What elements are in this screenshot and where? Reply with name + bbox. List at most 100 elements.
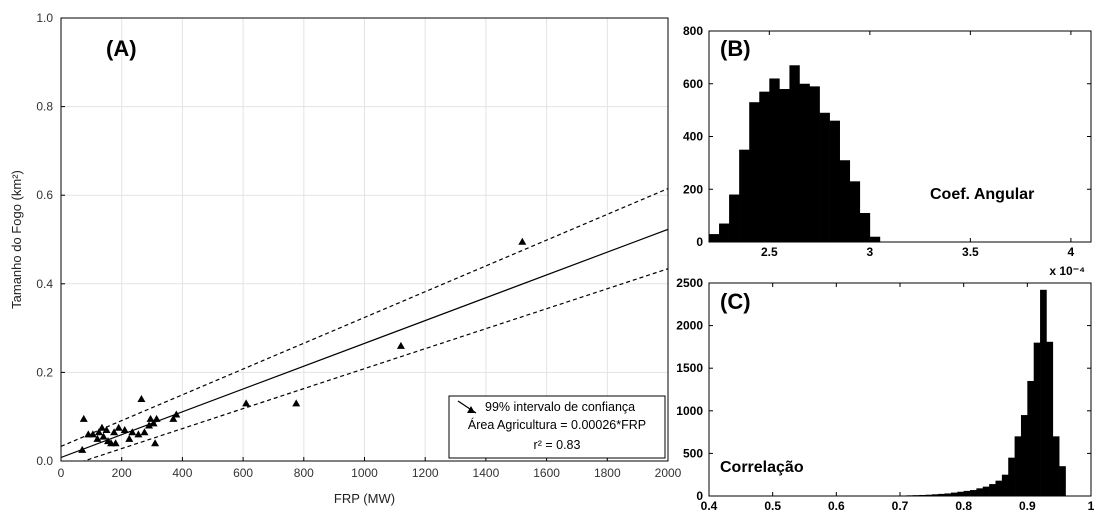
- x-tick-label: 1400: [473, 466, 500, 480]
- data-point: [152, 414, 161, 422]
- data-point: [114, 423, 123, 431]
- panel-b: 2.5 3 3.5 4 0 200 400 600 800 (B) Coef. Angular x 1…: [683, 24, 1092, 278]
- y-tick-label: 1000: [676, 404, 703, 418]
- x-tick-label: 3: [866, 245, 873, 259]
- data-point: [78, 445, 87, 453]
- annotation-coef-angular: Coef. Angular: [930, 186, 1034, 203]
- y-axis-label: Tamanho do Fogo (km²): [9, 170, 24, 309]
- histogram-bar: [1033, 342, 1041, 496]
- x-tick-label: 200: [112, 466, 132, 480]
- legend-entry: r² = 0.83: [534, 438, 581, 452]
- y-tick-label: 1.0: [36, 11, 53, 25]
- histogram-bar: [759, 91, 770, 242]
- x-tick-label: 0.4: [701, 499, 718, 512]
- histogram-bar: [709, 234, 720, 242]
- data-point: [140, 428, 149, 436]
- histogram-bar: [995, 480, 1003, 496]
- data-point: [99, 432, 108, 440]
- histogram-bar: [799, 83, 810, 242]
- x-tick-label: 600: [233, 466, 253, 480]
- histogram-bar: [869, 236, 881, 242]
- legend-marker-icon: [467, 406, 475, 413]
- ci-lower-line: [81, 268, 668, 461]
- data-point: [145, 421, 154, 429]
- data-point: [292, 399, 301, 407]
- y-tick-label: 400: [683, 130, 703, 144]
- histogram-bar: [1020, 415, 1028, 496]
- data-point: [518, 237, 527, 245]
- x-tick-label: 3.5: [962, 245, 979, 259]
- x-tick-label: 2.5: [761, 245, 778, 259]
- y-tick-label: 0.6: [36, 188, 53, 202]
- x-tick-label: 1: [1088, 499, 1095, 512]
- data-point: [151, 439, 160, 447]
- x-tick-label: 0.5: [764, 499, 781, 512]
- legend-entry: Área Agricultura = 0.00026*FRP: [468, 417, 646, 432]
- y-tick-label: 500: [683, 446, 703, 460]
- histogram-bar: [1027, 380, 1034, 496]
- histogram-bar: [1040, 289, 1047, 496]
- histogram-bar: [1046, 341, 1054, 496]
- panel-label-c: (C): [720, 289, 751, 314]
- x-axis-label: FRP (MW): [334, 491, 395, 506]
- x-tick-label: 1000: [351, 466, 378, 480]
- histogram-bar: [950, 492, 958, 496]
- data-point: [93, 434, 102, 442]
- histogram-bar: [976, 488, 984, 496]
- data-point: [149, 419, 158, 427]
- panel-label-a: (A): [106, 36, 137, 61]
- data-point: [94, 428, 103, 436]
- y-tick-label: 0.0: [36, 454, 53, 468]
- y-tick-label: 0.4: [36, 277, 53, 291]
- data-point: [146, 414, 155, 422]
- histogram-bar: [1052, 436, 1060, 496]
- y-tick-label: 0.8: [36, 100, 53, 114]
- histogram-bar: [729, 194, 740, 242]
- histogram-bar: [789, 65, 800, 242]
- panel-a: 0 200 400 600 800 1000 1200 1400 1600 1800 2000 0.0…: [9, 11, 682, 506]
- x-tick-label: 0: [58, 466, 65, 480]
- data-point: [88, 430, 97, 438]
- histogram-bar: [829, 120, 840, 242]
- legend: 99% intervalo de confiança Área Agricultu…: [448, 395, 666, 459]
- histogram-bar: [769, 78, 780, 242]
- data-point: [134, 430, 143, 438]
- histogram-bar: [849, 181, 861, 242]
- x-tick-label: 800: [294, 466, 314, 480]
- histogram-bar: [1001, 474, 1009, 496]
- histogram-bar: [938, 493, 945, 496]
- y-tick-label: 0.2: [36, 365, 53, 379]
- histogram-bar: [970, 490, 977, 496]
- histogram-bar: [859, 212, 871, 242]
- data-point: [242, 399, 251, 407]
- y-tick-label: 1500: [676, 361, 703, 375]
- histogram-bar: [719, 223, 730, 242]
- histogram-bar: [819, 112, 830, 242]
- y-tick-label: 200: [683, 182, 703, 196]
- histogram-bar: [839, 160, 851, 242]
- data-point: [79, 414, 88, 422]
- x-tick-label: 400: [172, 466, 192, 480]
- y-tick-label: 2500: [676, 276, 703, 290]
- x-axis-exponent: x 10⁻⁴: [1049, 264, 1085, 278]
- data-point: [172, 410, 181, 418]
- histogram-bar: [739, 149, 750, 242]
- x-tick-label: 2000: [655, 466, 682, 480]
- legend-entry: 99% intervalo de confiança: [485, 400, 635, 414]
- x-tick-label: 0.8: [955, 499, 972, 512]
- data-point: [120, 425, 129, 433]
- regression-line: [61, 228, 668, 459]
- data-point: [169, 414, 178, 422]
- data-point: [137, 394, 146, 402]
- histogram-bar: [925, 494, 933, 496]
- x-tick-label: 4: [1068, 245, 1075, 259]
- annotation-correlacao: Correlação: [720, 459, 804, 476]
- data-point: [396, 341, 405, 349]
- y-tick-label: 800: [683, 24, 703, 38]
- histogram-bar: [919, 494, 926, 496]
- fit-lines: [61, 188, 668, 461]
- y-tick-label: 2000: [676, 319, 703, 333]
- histogram-bar: [749, 102, 760, 243]
- data-point: [128, 428, 137, 436]
